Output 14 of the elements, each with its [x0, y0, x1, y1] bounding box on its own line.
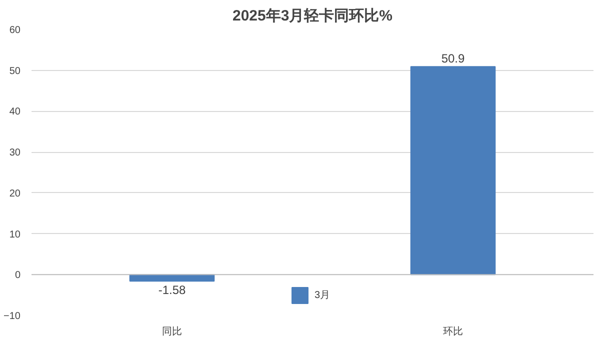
chart-title: 2025年3月轻卡同环比% [232, 8, 393, 24]
data-label: 50.9 [441, 52, 466, 66]
y-tick-label: 20 [9, 188, 21, 200]
data-label: -1.58 [158, 283, 186, 298]
x-tick-label: 环比 [443, 326, 463, 338]
y-tick-label: 40 [9, 106, 21, 118]
y-tick-label: 0 [14, 270, 21, 282]
y-tick-label: 50 [9, 66, 21, 77]
y-tick-label: 60 [9, 25, 21, 36]
legend-label: 3月 [314, 289, 332, 302]
x-tick-label: 同比 [162, 326, 182, 338]
y-tick-label: −10 [4, 311, 21, 322]
y-tick-label: 30 [9, 148, 21, 159]
y-tick-label: 10 [9, 229, 21, 240]
